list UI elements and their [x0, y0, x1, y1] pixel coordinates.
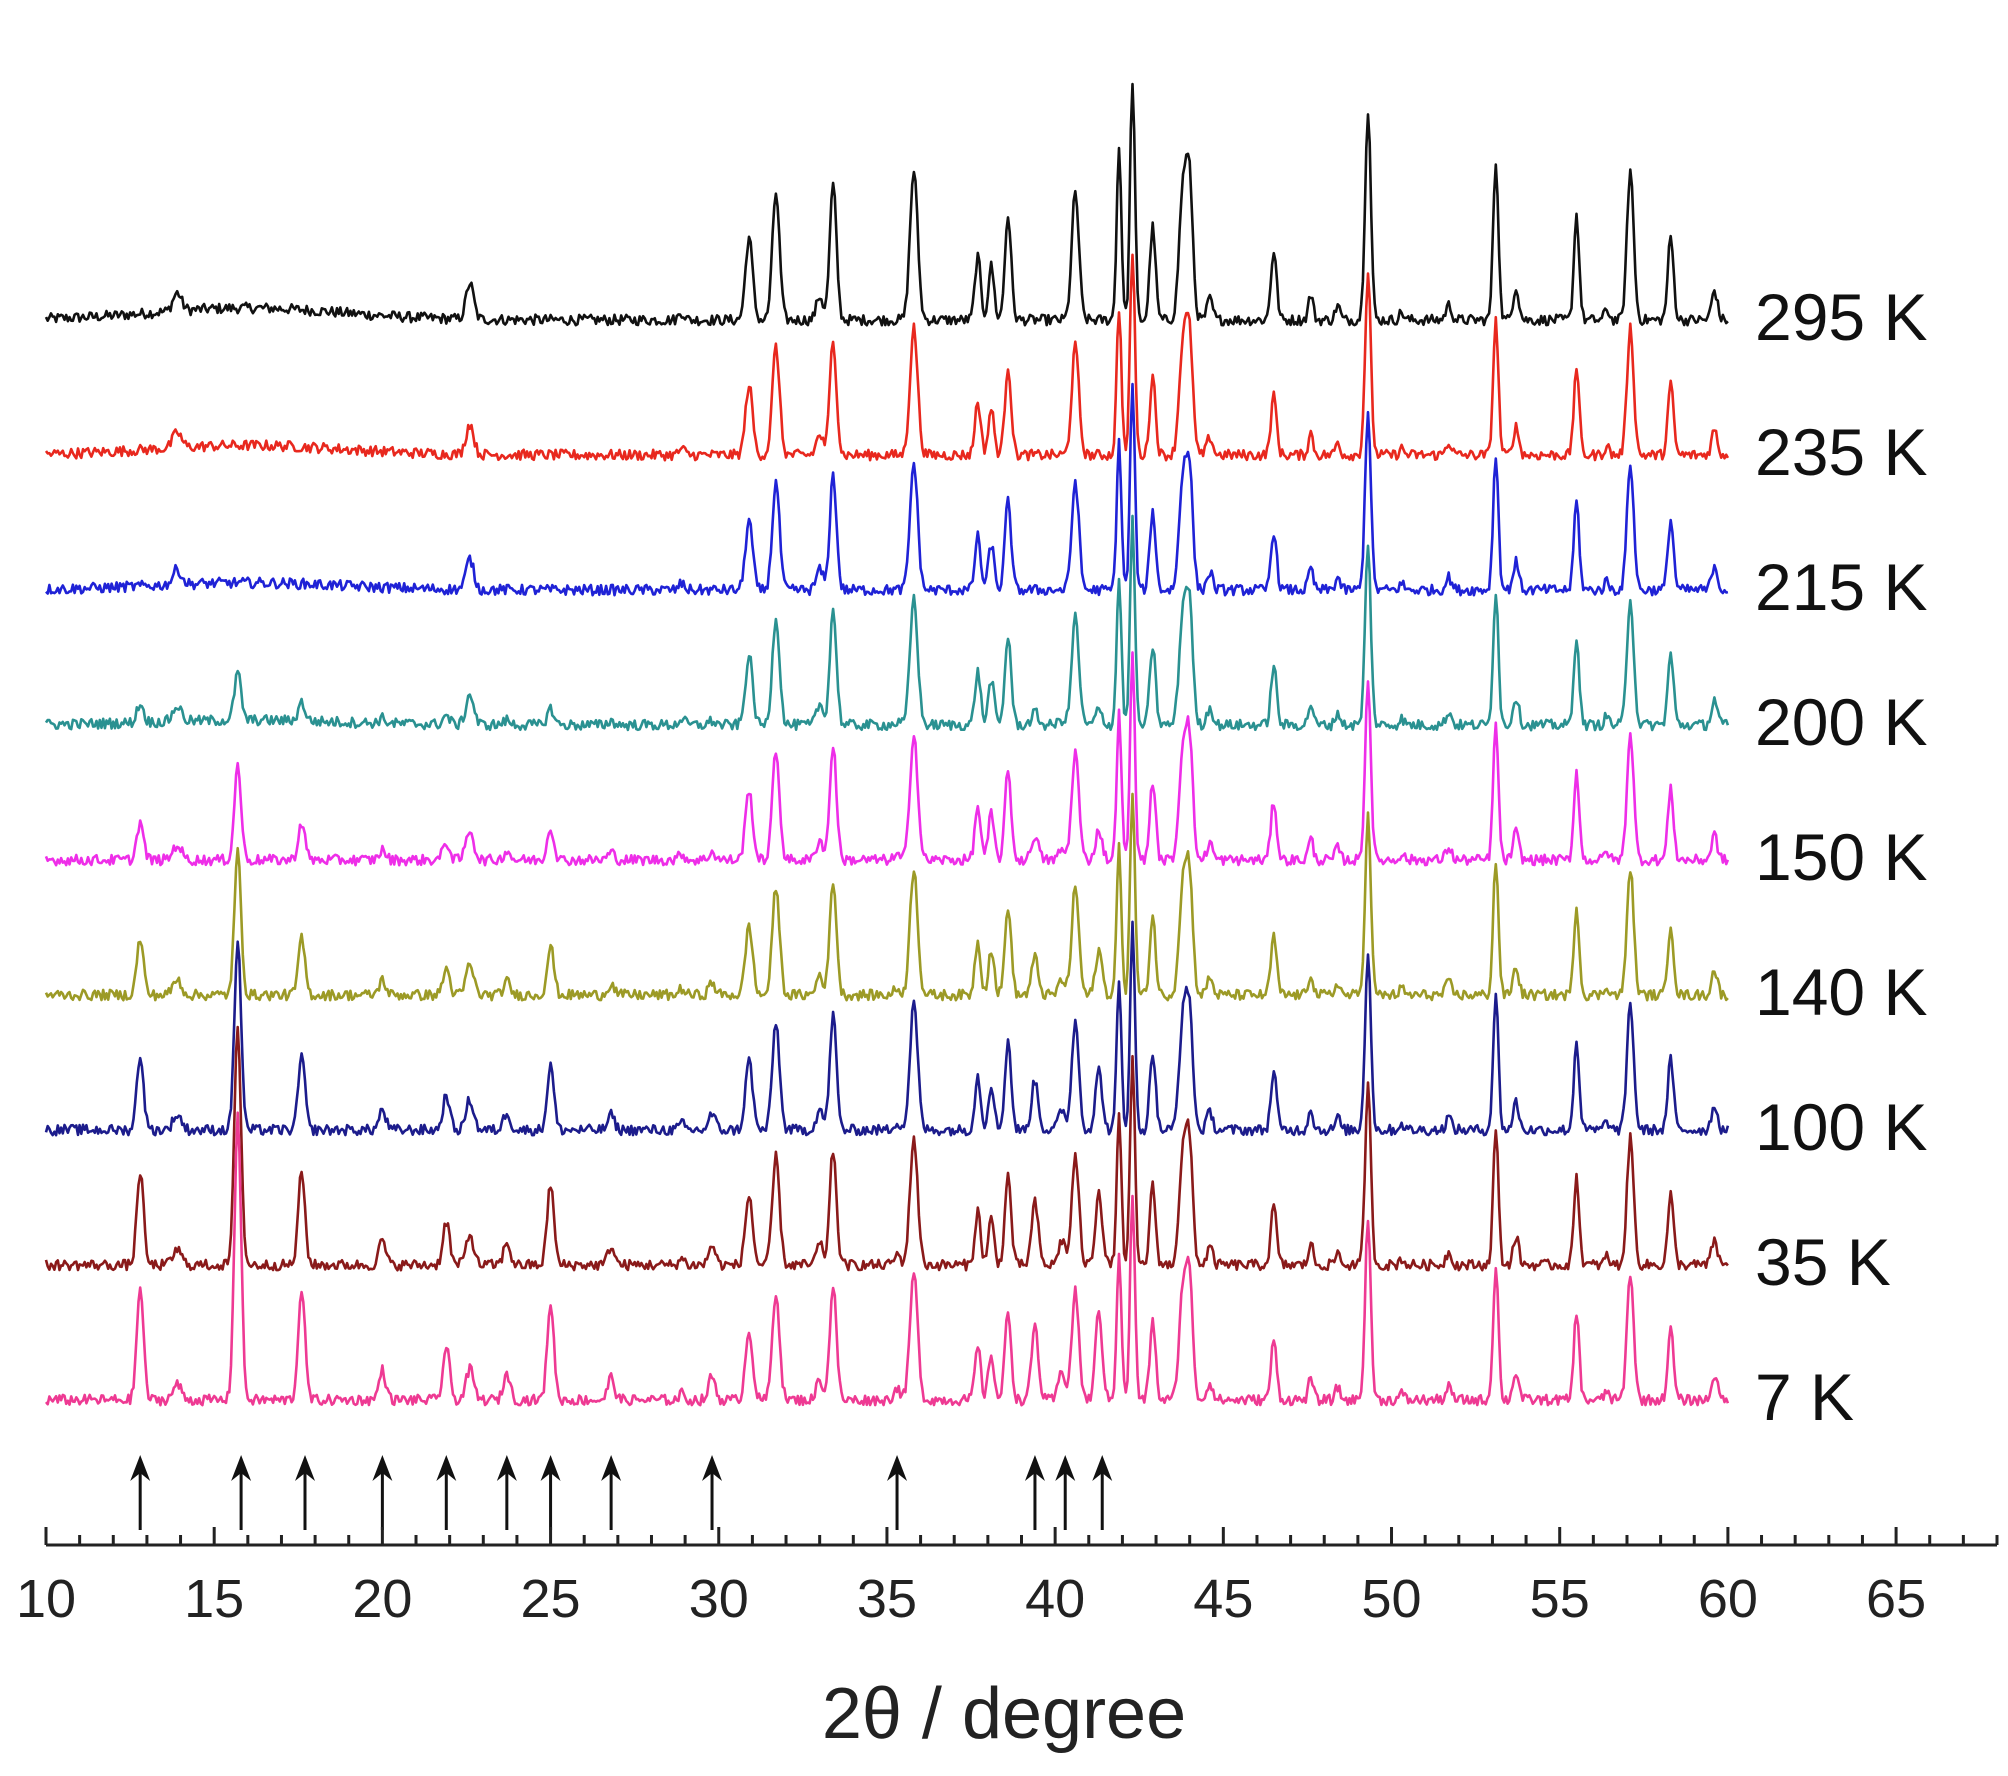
x-tick-label: 60	[1698, 1569, 1758, 1629]
series-label-140k: 140 K	[1755, 955, 1927, 1029]
x-tick-label: 15	[184, 1569, 244, 1629]
trace-235k	[44, 253, 1730, 462]
peak-arrow-head	[130, 1455, 151, 1481]
series-label-295k: 295 K	[1755, 280, 1927, 354]
peak-arrow-head	[1024, 1455, 1045, 1481]
peak-arrow	[496, 1455, 517, 1530]
peak-arrow-head	[436, 1455, 457, 1481]
peak-arrow	[601, 1455, 622, 1530]
series-labels-group: 295 K 235 K 215 K 200 K 150 K 140 K 100 K 35 K 7…	[1755, 280, 1927, 1434]
peak-arrow-head	[702, 1455, 723, 1481]
peak-arrow-head	[540, 1455, 561, 1481]
x-tick-label: 45	[1193, 1569, 1253, 1629]
x-tick-label: 30	[689, 1569, 749, 1629]
x-tick-label: 20	[352, 1569, 412, 1629]
trace-35k	[44, 1025, 1729, 1272]
peak-arrow	[130, 1455, 151, 1530]
peak-arrow	[295, 1455, 316, 1530]
trace-200k	[44, 514, 1730, 732]
peak-arrow	[231, 1455, 252, 1530]
trace-140k	[44, 792, 1729, 1002]
peak-arrow	[540, 1455, 561, 1530]
x-tick-label: 40	[1025, 1569, 1085, 1629]
series-label-150k: 150 K	[1755, 820, 1927, 894]
peak-arrow-head	[295, 1455, 316, 1481]
x-tick-label: 10	[16, 1569, 76, 1629]
peak-arrows-group	[130, 1455, 1113, 1530]
x-tick-label: 50	[1361, 1569, 1421, 1629]
series-label-200k: 200 K	[1755, 685, 1927, 759]
peak-arrow-head	[496, 1455, 517, 1481]
x-tick-label: 35	[857, 1569, 917, 1629]
peak-arrow	[372, 1455, 393, 1530]
series-label-7k: 7 K	[1755, 1360, 1854, 1434]
x-tick-label: 65	[1866, 1569, 1926, 1629]
series-label-215k: 215 K	[1755, 550, 1927, 624]
trace-295k	[44, 82, 1729, 327]
trace-150k	[44, 651, 1730, 867]
x-axis-ticks: 10 15 20 25 30 35 40 45 50 55 60 65	[16, 1527, 1999, 1629]
peak-arrow	[1055, 1455, 1076, 1530]
peak-arrow	[1024, 1455, 1045, 1530]
peak-arrow-head	[231, 1455, 252, 1481]
peak-arrow-head	[1055, 1455, 1076, 1481]
traces-group	[44, 82, 1730, 1407]
trace-215k	[45, 382, 1729, 597]
peak-arrow-head	[1092, 1455, 1113, 1481]
trace-100k	[44, 920, 1730, 1137]
peak-arrow-head	[601, 1455, 622, 1481]
peak-arrow	[887, 1455, 908, 1530]
series-label-100k: 100 K	[1755, 1090, 1927, 1164]
peak-arrow-head	[372, 1455, 393, 1481]
x-axis-title: 2θ / degree	[822, 1674, 1186, 1754]
series-label-35k: 35 K	[1755, 1225, 1891, 1299]
trace-7k	[44, 1111, 1730, 1407]
peak-arrow-head	[887, 1455, 908, 1481]
peak-arrow	[1092, 1455, 1113, 1530]
x-tick-label: 25	[521, 1569, 581, 1629]
x-tick-label: 55	[1530, 1569, 1590, 1629]
x-axis: 10 15 20 25 30 35 40 45 50 55 60 65	[16, 1527, 1999, 1629]
peak-arrow	[702, 1455, 723, 1530]
series-label-235k: 235 K	[1755, 415, 1927, 489]
peak-arrow	[436, 1455, 457, 1530]
